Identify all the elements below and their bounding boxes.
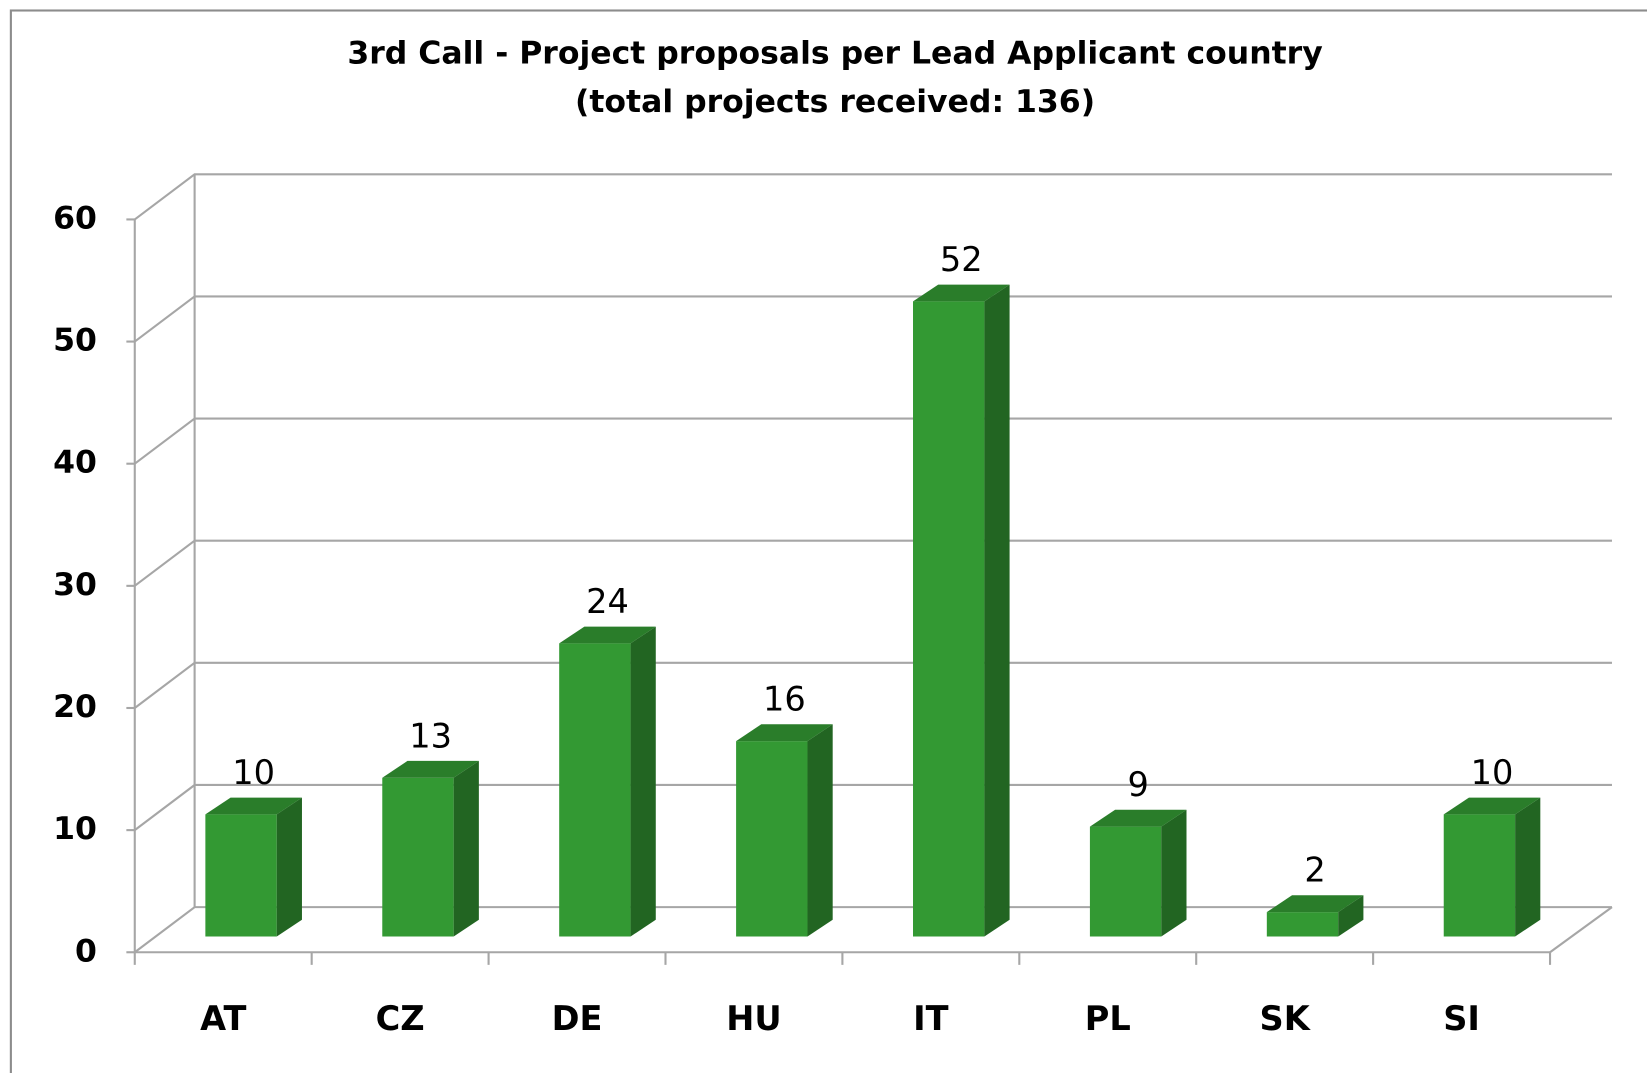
bar <box>559 626 656 937</box>
bar <box>1443 797 1541 937</box>
bar <box>736 724 833 937</box>
bar-front <box>382 777 454 937</box>
bar-top <box>1266 895 1364 913</box>
bar-top <box>205 797 302 815</box>
x-tick-label: DE <box>552 999 603 1038</box>
bar <box>913 284 1010 937</box>
grid-line <box>134 539 1612 587</box>
bar-front <box>1266 912 1339 937</box>
y-tick-label: 0 <box>75 933 97 969</box>
bar-top <box>382 760 479 778</box>
bar-side <box>276 797 302 937</box>
bar-side <box>807 724 833 937</box>
bar-side <box>1161 809 1187 937</box>
bar-side <box>1338 895 1364 937</box>
bar-side <box>453 760 479 937</box>
bar-top <box>1443 797 1541 815</box>
grid-line <box>134 783 1612 831</box>
y-tick-label: 40 <box>53 445 97 481</box>
x-tick-label: AT <box>200 999 246 1038</box>
bar-top <box>736 724 833 742</box>
x-tick-label: HU <box>726 999 781 1038</box>
x-tick-label: SK <box>1260 999 1312 1038</box>
value-label: 24 <box>586 582 629 621</box>
bar-top <box>913 284 1010 302</box>
bar-front <box>559 643 631 937</box>
y-tick-label: 60 <box>53 200 97 236</box>
chart-subtitle: (total projects received: 136) <box>575 84 1095 120</box>
bar-front <box>1089 826 1162 937</box>
floor-right <box>1549 906 1613 954</box>
x-tick-label: SI <box>1443 999 1480 1038</box>
bar-front <box>736 741 808 937</box>
chart-title: 3rd Call - Project proposals per Lead Ap… <box>347 36 1322 72</box>
bar <box>205 797 302 937</box>
grid-line <box>134 661 1612 709</box>
value-label: 10 <box>232 753 275 792</box>
x-tick-label: PL <box>1085 999 1131 1038</box>
grid-line <box>134 173 1612 221</box>
y-tick-label: 30 <box>53 567 97 603</box>
value-label: 16 <box>763 680 806 719</box>
bar-top <box>559 626 656 644</box>
y-tick-label: 20 <box>53 689 97 725</box>
bar-side <box>630 626 656 937</box>
y-tick-label: 10 <box>53 811 97 847</box>
bar <box>1089 809 1187 937</box>
bar-front <box>205 814 277 937</box>
x-tick-label: CZ <box>376 999 425 1038</box>
value-label: 2 <box>1304 851 1325 890</box>
bar-side <box>1515 797 1541 937</box>
grid-line <box>134 417 1612 465</box>
bar-front <box>913 301 985 937</box>
bar <box>382 760 479 937</box>
value-label: 52 <box>940 240 983 279</box>
value-label: 10 <box>1471 753 1514 792</box>
x-tick-label: IT <box>913 999 948 1038</box>
y-tick-label: 50 <box>53 323 97 359</box>
grid-line <box>134 295 1612 343</box>
bar-front <box>1443 814 1516 937</box>
value-label: 9 <box>1128 765 1149 804</box>
value-label: 13 <box>409 716 452 755</box>
bar-top <box>1089 809 1187 827</box>
bar-side <box>984 284 1010 937</box>
bar <box>1266 895 1364 937</box>
